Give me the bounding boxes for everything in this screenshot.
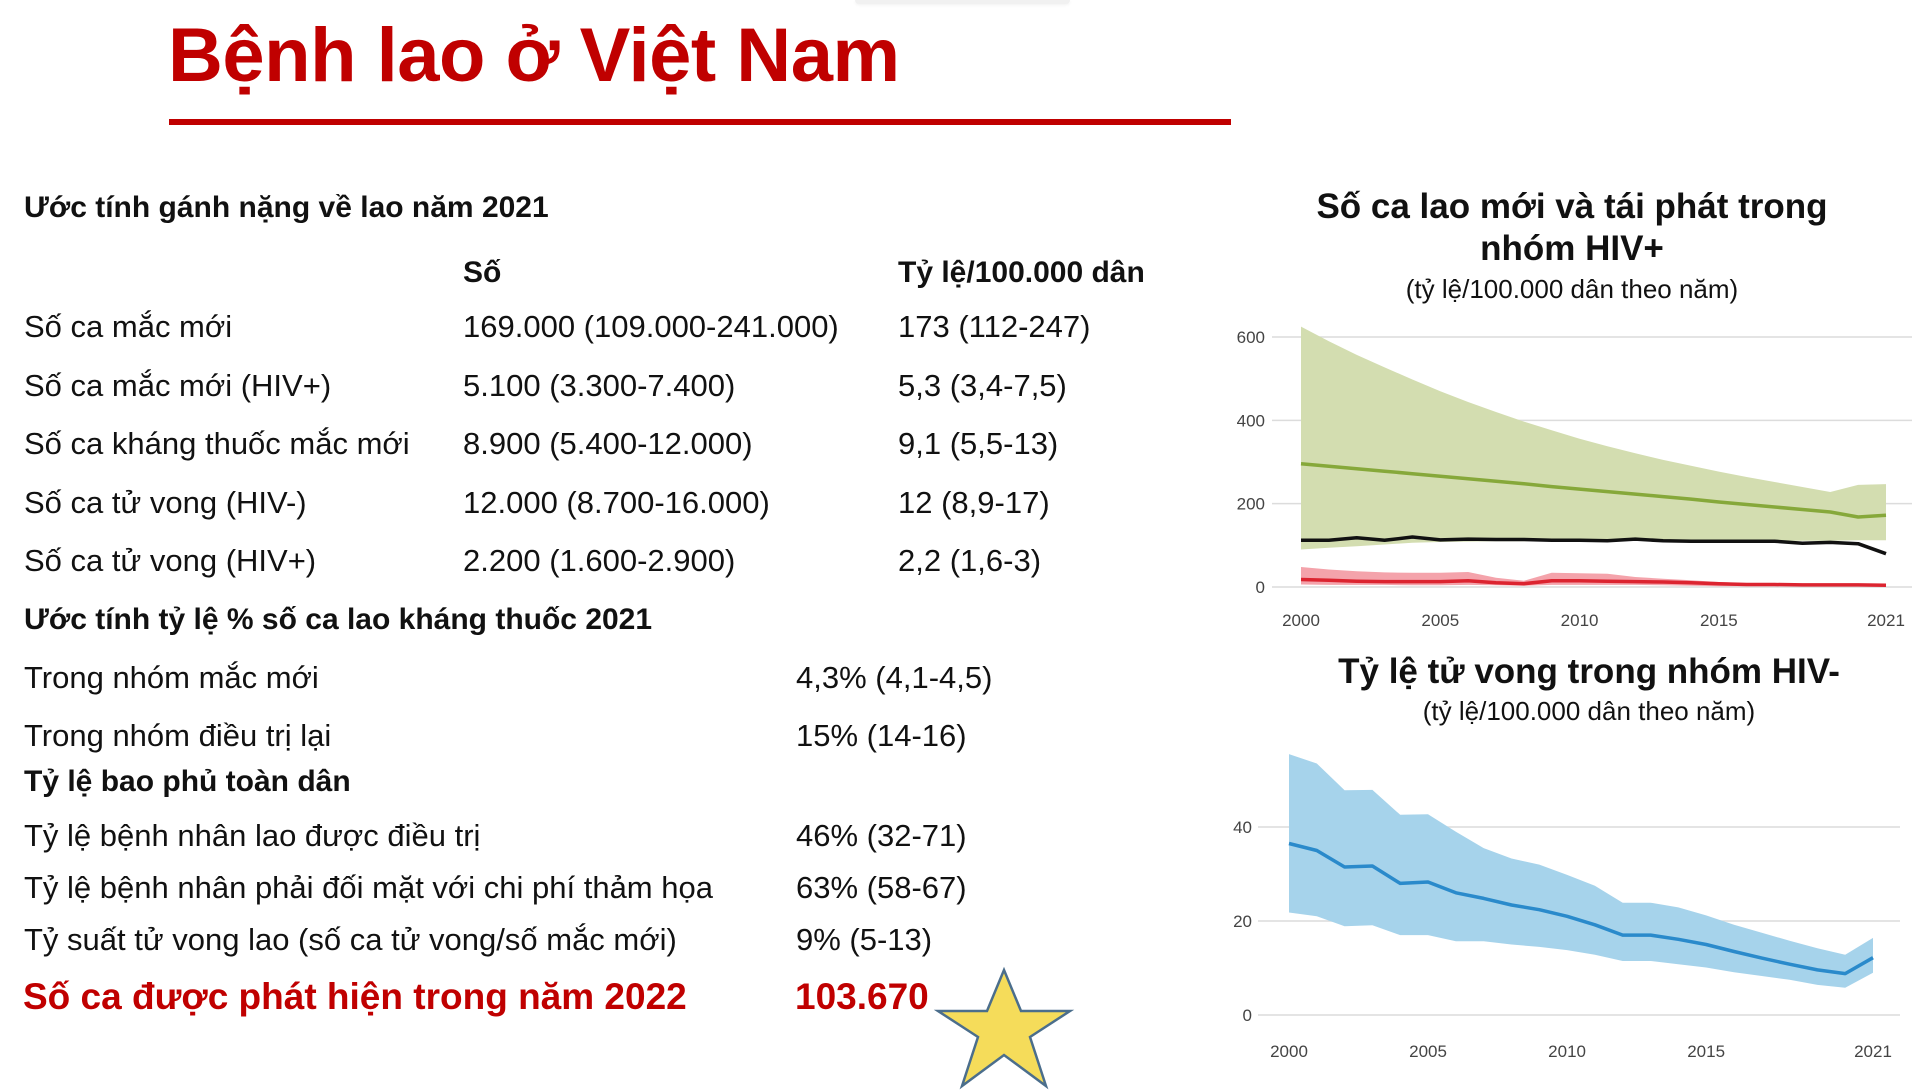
row-label: Tỷ suất tử vong lao (số ca tử vong/số mắ… <box>24 922 677 957</box>
row-number: 2.200 (1.600-2.900) <box>463 543 736 578</box>
column-header-number: Số <box>463 256 502 289</box>
row-value: 15% (14-16) <box>796 718 967 753</box>
row-rate: 2,2 (1,6-3) <box>898 543 1042 578</box>
x-tick-label: 2015 <box>1700 611 1738 630</box>
star-icon <box>933 966 1075 1090</box>
row-number: 5.100 (3.300-7.400) <box>463 368 736 403</box>
row-rate: 12 (8,9-17) <box>898 485 1050 520</box>
y-tick-label: 400 <box>1237 411 1265 430</box>
top-edge-shape <box>855 0 1070 4</box>
row-number: 169.000 (109.000-241.000) <box>463 309 839 344</box>
row-label: Số ca tử vong (HIV-) <box>24 485 307 520</box>
coverage-heading: Tỷ lệ bao phủ toàn dân <box>24 765 351 798</box>
row-rate: 9,1 (5,5-13) <box>898 426 1059 461</box>
x-tick-label: 2000 <box>1270 1042 1308 1061</box>
chart1-title: Số ca lao mới và tái phát trong nhóm HIV… <box>1316 187 1828 268</box>
row-label: Số ca kháng thuốc mắc mới <box>24 426 410 461</box>
x-tick-label: 2010 <box>1561 611 1599 630</box>
detected-cases-value: 103.670 <box>795 976 929 1017</box>
series-line <box>1301 535 1887 556</box>
title-underline <box>169 119 1231 125</box>
row-rate: 5,3 (3,4-7,5) <box>898 368 1067 403</box>
row-label: Số ca mắc mới (HIV+) <box>24 368 332 403</box>
x-tick-label: 2021 <box>1867 611 1905 630</box>
x-tick-label: 2000 <box>1282 611 1320 630</box>
row-number: 8.900 (5.400-12.000) <box>463 426 753 461</box>
y-tick-label: 600 <box>1237 328 1265 347</box>
y-tick-label: 40 <box>1233 818 1252 837</box>
row-label: Trong nhóm mắc mới <box>24 660 319 695</box>
y-tick-label: 0 <box>1243 1006 1252 1025</box>
series-line <box>1288 841 1874 976</box>
x-tick-label: 2010 <box>1548 1042 1586 1061</box>
y-tick-label: 20 <box>1233 912 1252 931</box>
row-rate: 173 (112-247) <box>898 309 1091 344</box>
row-label: Tỷ lệ bệnh nhân lao được điều trị <box>24 818 481 853</box>
drug-resistance-heading: Ước tính tỷ lệ % số ca lao kháng thuốc 2… <box>24 603 653 636</box>
chart2-title: Tỷ lệ tử vong trong nhóm HIV- <box>1338 652 1840 691</box>
page-title: Bệnh lao ở Việt Nam <box>168 13 900 98</box>
detected-cases-label: Số ca được phát hiện trong năm 2022 <box>23 976 687 1017</box>
y-tick-label: 200 <box>1237 495 1265 514</box>
uncertainty-band <box>1301 326 1886 550</box>
row-value: 63% (58-67) <box>796 870 967 905</box>
column-header-rate: Tỷ lệ/100.000 dân <box>898 256 1145 289</box>
y-tick-label: 0 <box>1256 578 1265 597</box>
series-line <box>1300 577 1887 588</box>
series-line <box>1300 461 1887 519</box>
row-value: 46% (32-71) <box>796 818 967 853</box>
x-tick-label: 2005 <box>1409 1042 1447 1061</box>
row-value: 4,3% (4,1-4,5) <box>796 660 993 695</box>
row-label: Tỷ lệ bệnh nhân phải đối mặt với chi phí… <box>24 870 713 905</box>
chart2-subtitle: (tỷ lệ/100.000 dân theo năm) <box>1422 696 1756 726</box>
burden-heading: Ước tính gánh nặng về lao năm 2021 <box>24 191 549 224</box>
row-label: Trong nhóm điều trị lại <box>24 718 332 753</box>
x-tick-label: 2005 <box>1421 611 1459 630</box>
row-number: 12.000 (8.700-16.000) <box>463 485 770 520</box>
x-tick-label: 2021 <box>1854 1042 1892 1061</box>
row-label: Số ca mắc mới <box>24 309 233 344</box>
row-label: Số ca tử vong (HIV+) <box>24 543 317 578</box>
x-tick-label: 2015 <box>1687 1042 1725 1061</box>
uncertainty-band <box>1289 754 1873 988</box>
chart1-subtitle: (tỷ lệ/100.000 dân theo năm) <box>1405 274 1739 304</box>
row-value: 9% (5-13) <box>796 922 933 957</box>
